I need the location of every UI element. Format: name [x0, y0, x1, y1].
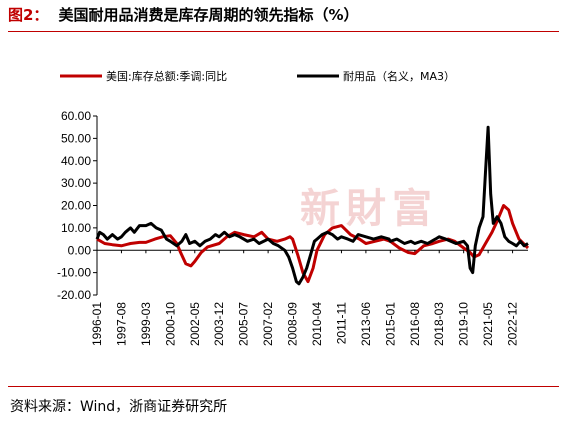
series-line-2 [95, 125, 529, 286]
top-rule [8, 31, 559, 32]
figure-title-text: 美国耐用品消费是库存周期的领先指标（%） [58, 6, 359, 24]
x-tick-label: 2007-02 [261, 302, 275, 346]
figure-label: 图2： [8, 6, 49, 24]
series-layer [95, 125, 530, 286]
watermark-text: 新財富 [300, 185, 438, 232]
x-tick-label: 1997-08 [114, 302, 128, 346]
legend-label-1: 美国:库存总额:季调:同比 [106, 69, 227, 83]
axes: 60.00 50.00 40.00 30.00 20.00 10.00 0.00 -10.00… [57, 109, 528, 346]
x-tick-label: 2015-01 [383, 302, 397, 346]
x-tick-label: 2008-09 [286, 302, 300, 346]
x-tick-label: 2010-04 [310, 302, 324, 346]
y-tick-label: 50.00 [61, 131, 91, 145]
x-tick-label: 2016-08 [408, 302, 422, 346]
x-tick-label: 2005-07 [237, 302, 251, 346]
x-tick-label: 2013-06 [359, 302, 373, 346]
y-tick-label: 60.00 [61, 109, 91, 123]
y-tick-label: 10.00 [61, 221, 91, 235]
x-tick-label: 1999-03 [139, 302, 153, 346]
x-tick-label: 2019-10 [457, 302, 471, 346]
x-tick-label: 2003-12 [212, 302, 226, 346]
y-tick-label: -10.00 [57, 266, 91, 280]
x-tick-label: 2000-10 [163, 302, 177, 346]
y-tick-label: 30.00 [61, 176, 91, 190]
y-tick-label: 20.00 [61, 199, 91, 213]
y-tick-label: -20.00 [57, 288, 91, 302]
x-tick-label: 2022-12 [506, 302, 520, 346]
figure-title: 图2： 美国耐用品消费是库存周期的领先指标（%） [8, 4, 358, 25]
y-tick-label: 0.00 [68, 243, 92, 257]
legend: 美国:库存总额:季调:同比 耐用品（名义，MA3） [60, 69, 455, 83]
x-tick-label: 2021-05 [481, 302, 495, 346]
legend-label-2: 耐用品（名义，MA3） [343, 69, 455, 83]
bottom-rule [8, 386, 559, 387]
source-note: 资料来源：Wind，浙商证券研究所 [10, 399, 228, 415]
x-tick-label: 1996-01 [90, 302, 104, 346]
x-tick-label: 2002-05 [188, 302, 202, 346]
line-chart: 新財富 美国:库存总额:季调:同比 耐用品（名义，MA3） 60.00 50.00 4… [57, 69, 530, 346]
y-tick-label: 40.00 [61, 154, 91, 168]
x-tick-label: 2011-11 [334, 302, 348, 345]
x-tick-label: 2018-03 [432, 302, 446, 346]
